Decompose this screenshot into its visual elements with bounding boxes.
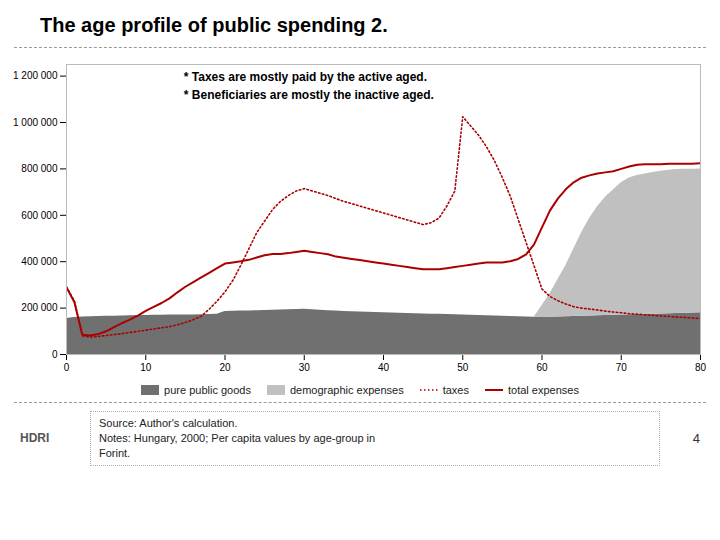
svg-text:60: 60	[536, 362, 548, 373]
svg-text:30: 30	[299, 362, 311, 373]
svg-text:80: 80	[695, 362, 707, 373]
svg-text:* Taxes are mostly paid by the: * Taxes are mostly paid by the active ag…	[184, 70, 427, 84]
svg-text:40: 40	[378, 362, 390, 373]
html-text:Source: Author's calculation.: Source: Author's calculation. Notes: Hun…	[99, 417, 376, 459]
svg-text:1 000 000: 1 000 000	[13, 117, 58, 128]
html-text:taxes: taxes	[442, 384, 469, 396]
svg-text:800 000: 800 000	[21, 163, 58, 174]
svg-text:70: 70	[616, 362, 628, 373]
svg-text:0: 0	[52, 349, 58, 360]
svg-text:1 200 000: 1 200 000	[13, 70, 58, 81]
svg-text:600 000: 600 000	[21, 210, 58, 221]
svg-text:400 000: 400 000	[21, 256, 58, 267]
svg-text:* Beneficiaries are mostly the: * Beneficiaries are mostly the inactive …	[184, 88, 434, 102]
svg-text:50: 50	[457, 362, 469, 373]
svg-text:10: 10	[140, 362, 152, 373]
html-text:pure public goods: pure public goods	[164, 384, 251, 396]
svg-text:20: 20	[219, 362, 231, 373]
html-text:demographic expenses: demographic expenses	[289, 384, 404, 396]
svg-text:0: 0	[64, 362, 70, 373]
html-text:4: 4	[692, 430, 700, 446]
html-text:HDRI: HDRI	[20, 431, 50, 446]
html-text:total expenses: total expenses	[508, 384, 579, 396]
html-text:The age profile of public spen: The age profile of public spending 2.	[40, 14, 388, 36]
svg-text:200 000: 200 000	[21, 302, 58, 313]
